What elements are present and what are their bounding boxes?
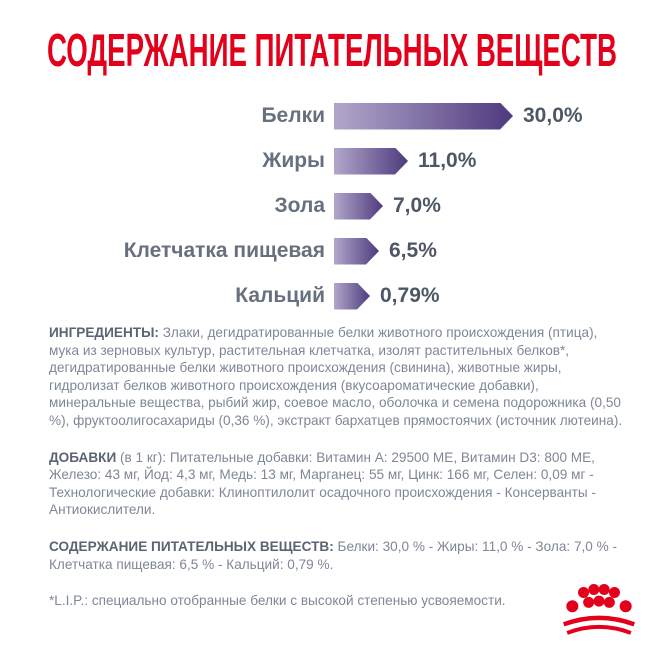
bar-value-label: 6,5% xyxy=(389,239,437,262)
bar-arrow xyxy=(334,238,379,265)
bar-arrow xyxy=(334,103,513,130)
nutrition-summary-body: Белки: 30,0 % - Жиры: 11,0 % - Зола: 7,0… xyxy=(49,538,618,572)
ingredients-heading: ИНГРЕДИЕНТЫ: xyxy=(49,325,159,340)
crown-icon xyxy=(562,583,636,635)
additives-subheading: (в 1 кг): xyxy=(120,449,167,465)
bar-arrow xyxy=(334,193,383,220)
additives-paragraph: ДОБАВКИ (в 1 кг): Питательные добавки: В… xyxy=(49,449,624,519)
bar-row: Кальций 0,79% xyxy=(40,281,640,311)
ingredients-paragraph: ИНГРЕДИЕНТЫ: Злаки, дегидратированные бе… xyxy=(49,324,624,430)
bar-row: Жиры 11,0% xyxy=(40,146,640,176)
page-title: СОДЕРЖАНИЕ ПИТАТЕЛЬНЫХ ВЕЩЕСТВ xyxy=(47,26,617,76)
page-title-container: СОДЕРЖАНИЕ ПИТАТЕЛЬНЫХ ВЕЩЕСТВ xyxy=(47,24,627,78)
bar-category-label: Клетчатка пищевая xyxy=(123,239,325,262)
bar-arrow xyxy=(334,283,370,310)
bar-value-label: 30,0% xyxy=(523,104,583,127)
lip-footnote: *L.I.P.: специально отобранные белки с в… xyxy=(49,593,506,609)
bar-value-label: 0,79% xyxy=(380,284,440,307)
bar-value-label: 11,0% xyxy=(418,149,477,172)
bar-category-label: Белки xyxy=(261,104,325,127)
info-sections: ИНГРЕДИЕНТЫ: Злаки, дегидратированные бе… xyxy=(49,324,624,629)
bar-category-label: Жиры xyxy=(262,149,325,172)
additives-heading: ДОБАВКИ xyxy=(49,449,117,465)
nutrient-bar-chart: Белки 30,0% Жиры 11,0% Зола 7,0% Клетчат… xyxy=(40,101,640,326)
bar-value-label: 7,0% xyxy=(393,194,441,217)
bar-row: Белки 30,0% xyxy=(40,101,640,131)
royal-canin-crown-logo xyxy=(556,583,642,645)
page-title-svg: СОДЕРЖАНИЕ ПИТАТЕЛЬНЫХ ВЕЩЕСТВ xyxy=(47,24,617,76)
additives-body: Питательные добавки: Витамин A: 29500 МЕ… xyxy=(49,449,596,518)
bar-arrow xyxy=(334,148,408,175)
bar-row: Клетчатка пищевая 6,5% xyxy=(40,236,640,266)
bar-category-label: Кальций xyxy=(235,284,325,307)
bar-category-label: Зола xyxy=(274,194,325,217)
ingredients-body: Злаки, дегидратированные белки животного… xyxy=(49,325,623,428)
nutrition-summary-paragraph: СОДЕРЖАНИЕ ПИТАТЕЛЬНЫХ ВЕЩЕСТВ: Белки: 3… xyxy=(49,538,624,573)
nutrition-summary-heading: СОДЕРЖАНИЕ ПИТАТЕЛЬНЫХ ВЕЩЕСТВ: xyxy=(49,538,334,554)
bar-row: Зола 7,0% xyxy=(40,191,640,221)
